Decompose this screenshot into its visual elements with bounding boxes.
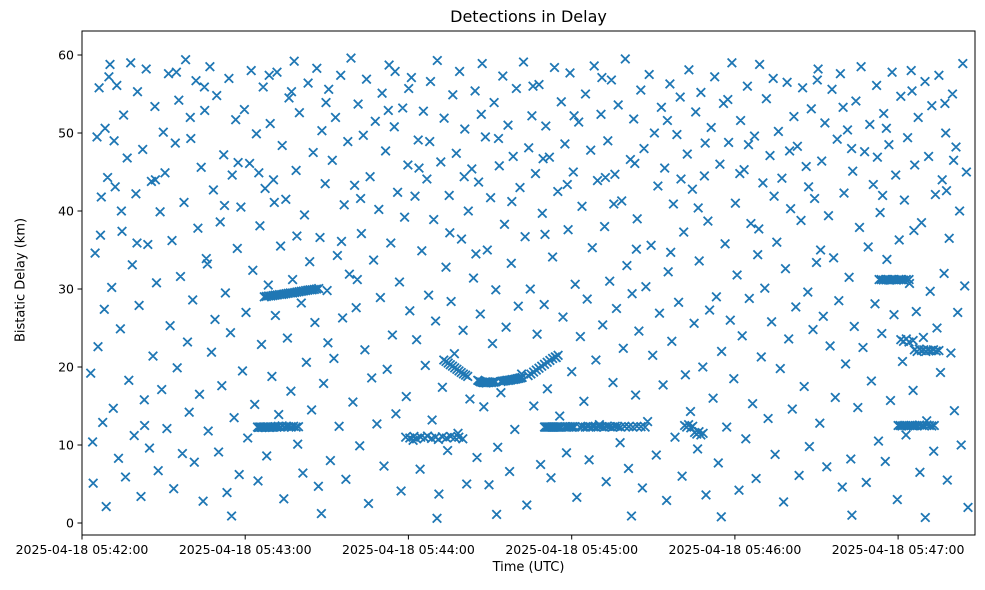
track-0547-22km	[895, 333, 944, 357]
x-tick-label: 2025-04-18 05:42:00	[16, 542, 149, 557]
y-tick-label: 20	[58, 359, 74, 374]
x-tick-label: 2025-04-18 05:46:00	[669, 542, 802, 557]
x-tick-label: 2025-04-18 05:44:00	[342, 542, 475, 557]
x-axis-label: Time (UTC)	[492, 560, 565, 575]
track-0544-v-18km	[438, 350, 564, 388]
x-tick-label: 2025-04-18 05:43:00	[179, 542, 312, 557]
track-0547-flat-12km	[893, 420, 940, 431]
y-axis-label: Bistatic Delay (km)	[13, 217, 29, 343]
track-0546-flat-31km	[874, 274, 914, 285]
x-tick-label: 2025-04-18 05:45:00	[505, 542, 638, 557]
track-0545-flat-12km	[539, 421, 651, 433]
y-tick-label: 60	[58, 47, 74, 62]
y-tick-label: 0	[66, 515, 74, 530]
chart-title: Detections in Delay	[450, 7, 607, 26]
y-tick-label: 30	[58, 281, 74, 296]
cluster-0545-12km	[679, 419, 709, 440]
track-0543-flat-12km	[252, 420, 304, 433]
axes-spines	[81, 30, 976, 536]
x-tick-label: 2025-04-18 05:47:00	[832, 542, 965, 557]
y-tick-label: 40	[58, 203, 74, 218]
y-tick-label: 10	[58, 437, 74, 452]
track-0543-ascending-29km	[259, 283, 324, 302]
background-detections	[85, 53, 973, 524]
y-tick-label: 50	[58, 125, 74, 140]
